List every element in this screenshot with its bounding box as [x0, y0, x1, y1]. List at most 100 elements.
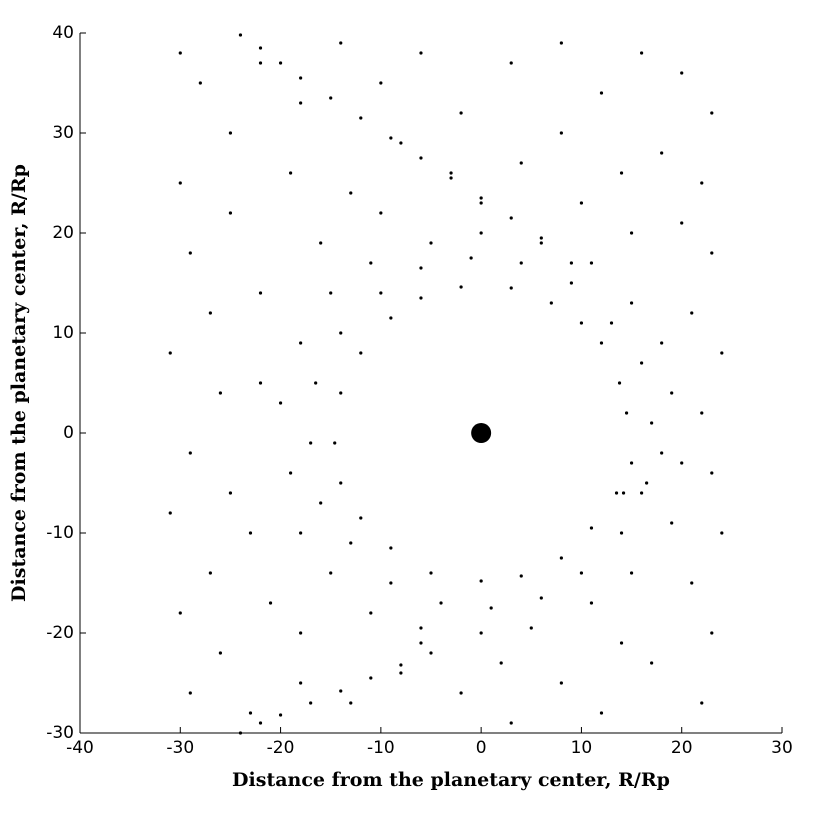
- point: [539, 236, 543, 240]
- point: [559, 556, 563, 560]
- point: [218, 651, 222, 655]
- point: [258, 721, 263, 725]
- point: [419, 626, 423, 630]
- point: [299, 341, 303, 345]
- point: [309, 441, 313, 445]
- point: [339, 391, 343, 395]
- point: [680, 221, 684, 225]
- point: [539, 596, 543, 600]
- point: [629, 461, 634, 465]
- point: [248, 711, 253, 715]
- point: [258, 46, 263, 50]
- point: [720, 351, 724, 355]
- point: [617, 381, 622, 385]
- y-tick-label: 10: [52, 323, 74, 343]
- point: [650, 421, 654, 425]
- point: [559, 131, 563, 135]
- point: [248, 531, 253, 535]
- point: [319, 501, 323, 505]
- point: [369, 676, 373, 680]
- x-axis-label: Distance from the planetary center, R/Rp: [232, 769, 670, 791]
- y-tick-label: -20: [46, 623, 74, 643]
- point: [459, 285, 463, 289]
- point: [629, 231, 634, 235]
- y-tick-label: -30: [46, 723, 74, 743]
- point: [429, 241, 433, 245]
- point: [579, 571, 584, 575]
- point: [228, 211, 233, 215]
- point: [399, 671, 403, 675]
- point: [299, 681, 303, 685]
- point: [218, 391, 222, 395]
- point: [309, 701, 313, 705]
- x-tick-label: -30: [166, 738, 194, 758]
- point: [680, 71, 684, 75]
- x-tick-label: -40: [66, 738, 94, 758]
- point: [369, 611, 373, 615]
- point: [198, 81, 202, 85]
- point: [629, 301, 634, 305]
- y-tick-label: 40: [52, 23, 74, 43]
- point: [188, 251, 192, 255]
- point: [471, 423, 492, 443]
- point: [349, 541, 353, 545]
- point: [208, 571, 212, 575]
- point: [314, 381, 318, 385]
- point: [258, 61, 263, 65]
- point: [289, 471, 293, 475]
- point: [619, 641, 624, 645]
- point: [629, 571, 634, 575]
- point: [359, 351, 363, 355]
- x-tick-label: -10: [367, 738, 395, 758]
- point: [329, 96, 333, 100]
- point: [519, 161, 523, 165]
- y-tick-label: 30: [52, 123, 74, 143]
- point: [589, 261, 594, 265]
- point: [690, 311, 694, 315]
- point: [369, 261, 373, 265]
- point: [339, 331, 343, 335]
- point: [660, 151, 664, 155]
- point: [509, 61, 513, 65]
- point: [429, 651, 433, 655]
- point: [289, 171, 293, 175]
- point: [278, 61, 283, 65]
- point: [419, 296, 423, 300]
- point: [499, 661, 503, 665]
- point: [589, 526, 594, 530]
- point: [178, 181, 182, 185]
- point: [549, 301, 553, 305]
- point: [299, 631, 303, 635]
- point: [700, 701, 704, 705]
- y-tick-label: 0: [63, 423, 74, 443]
- x-tick-label: 10: [571, 738, 593, 758]
- point: [650, 661, 654, 665]
- point: [188, 691, 192, 695]
- point: [640, 361, 644, 365]
- y-tick-label: 20: [52, 223, 74, 243]
- point: [619, 171, 624, 175]
- point: [389, 546, 393, 550]
- point: [178, 51, 182, 55]
- point: [168, 351, 172, 355]
- point: [178, 611, 182, 615]
- point: [509, 286, 513, 290]
- point: [333, 441, 337, 445]
- point: [640, 51, 644, 55]
- point: [429, 571, 433, 575]
- point: [389, 581, 393, 585]
- x-tick-label: -20: [267, 738, 295, 758]
- point: [599, 91, 604, 95]
- y-axis-label: Distance from the planetary center, R/Rp: [8, 164, 30, 602]
- point: [188, 451, 192, 455]
- point: [278, 401, 283, 405]
- point: [419, 641, 423, 645]
- point: [258, 381, 263, 385]
- point: [379, 211, 383, 215]
- point: [509, 721, 513, 725]
- point: [349, 191, 353, 195]
- point: [710, 631, 714, 635]
- x-tick-label: 20: [671, 738, 693, 758]
- point: [670, 521, 674, 525]
- point: [690, 581, 694, 585]
